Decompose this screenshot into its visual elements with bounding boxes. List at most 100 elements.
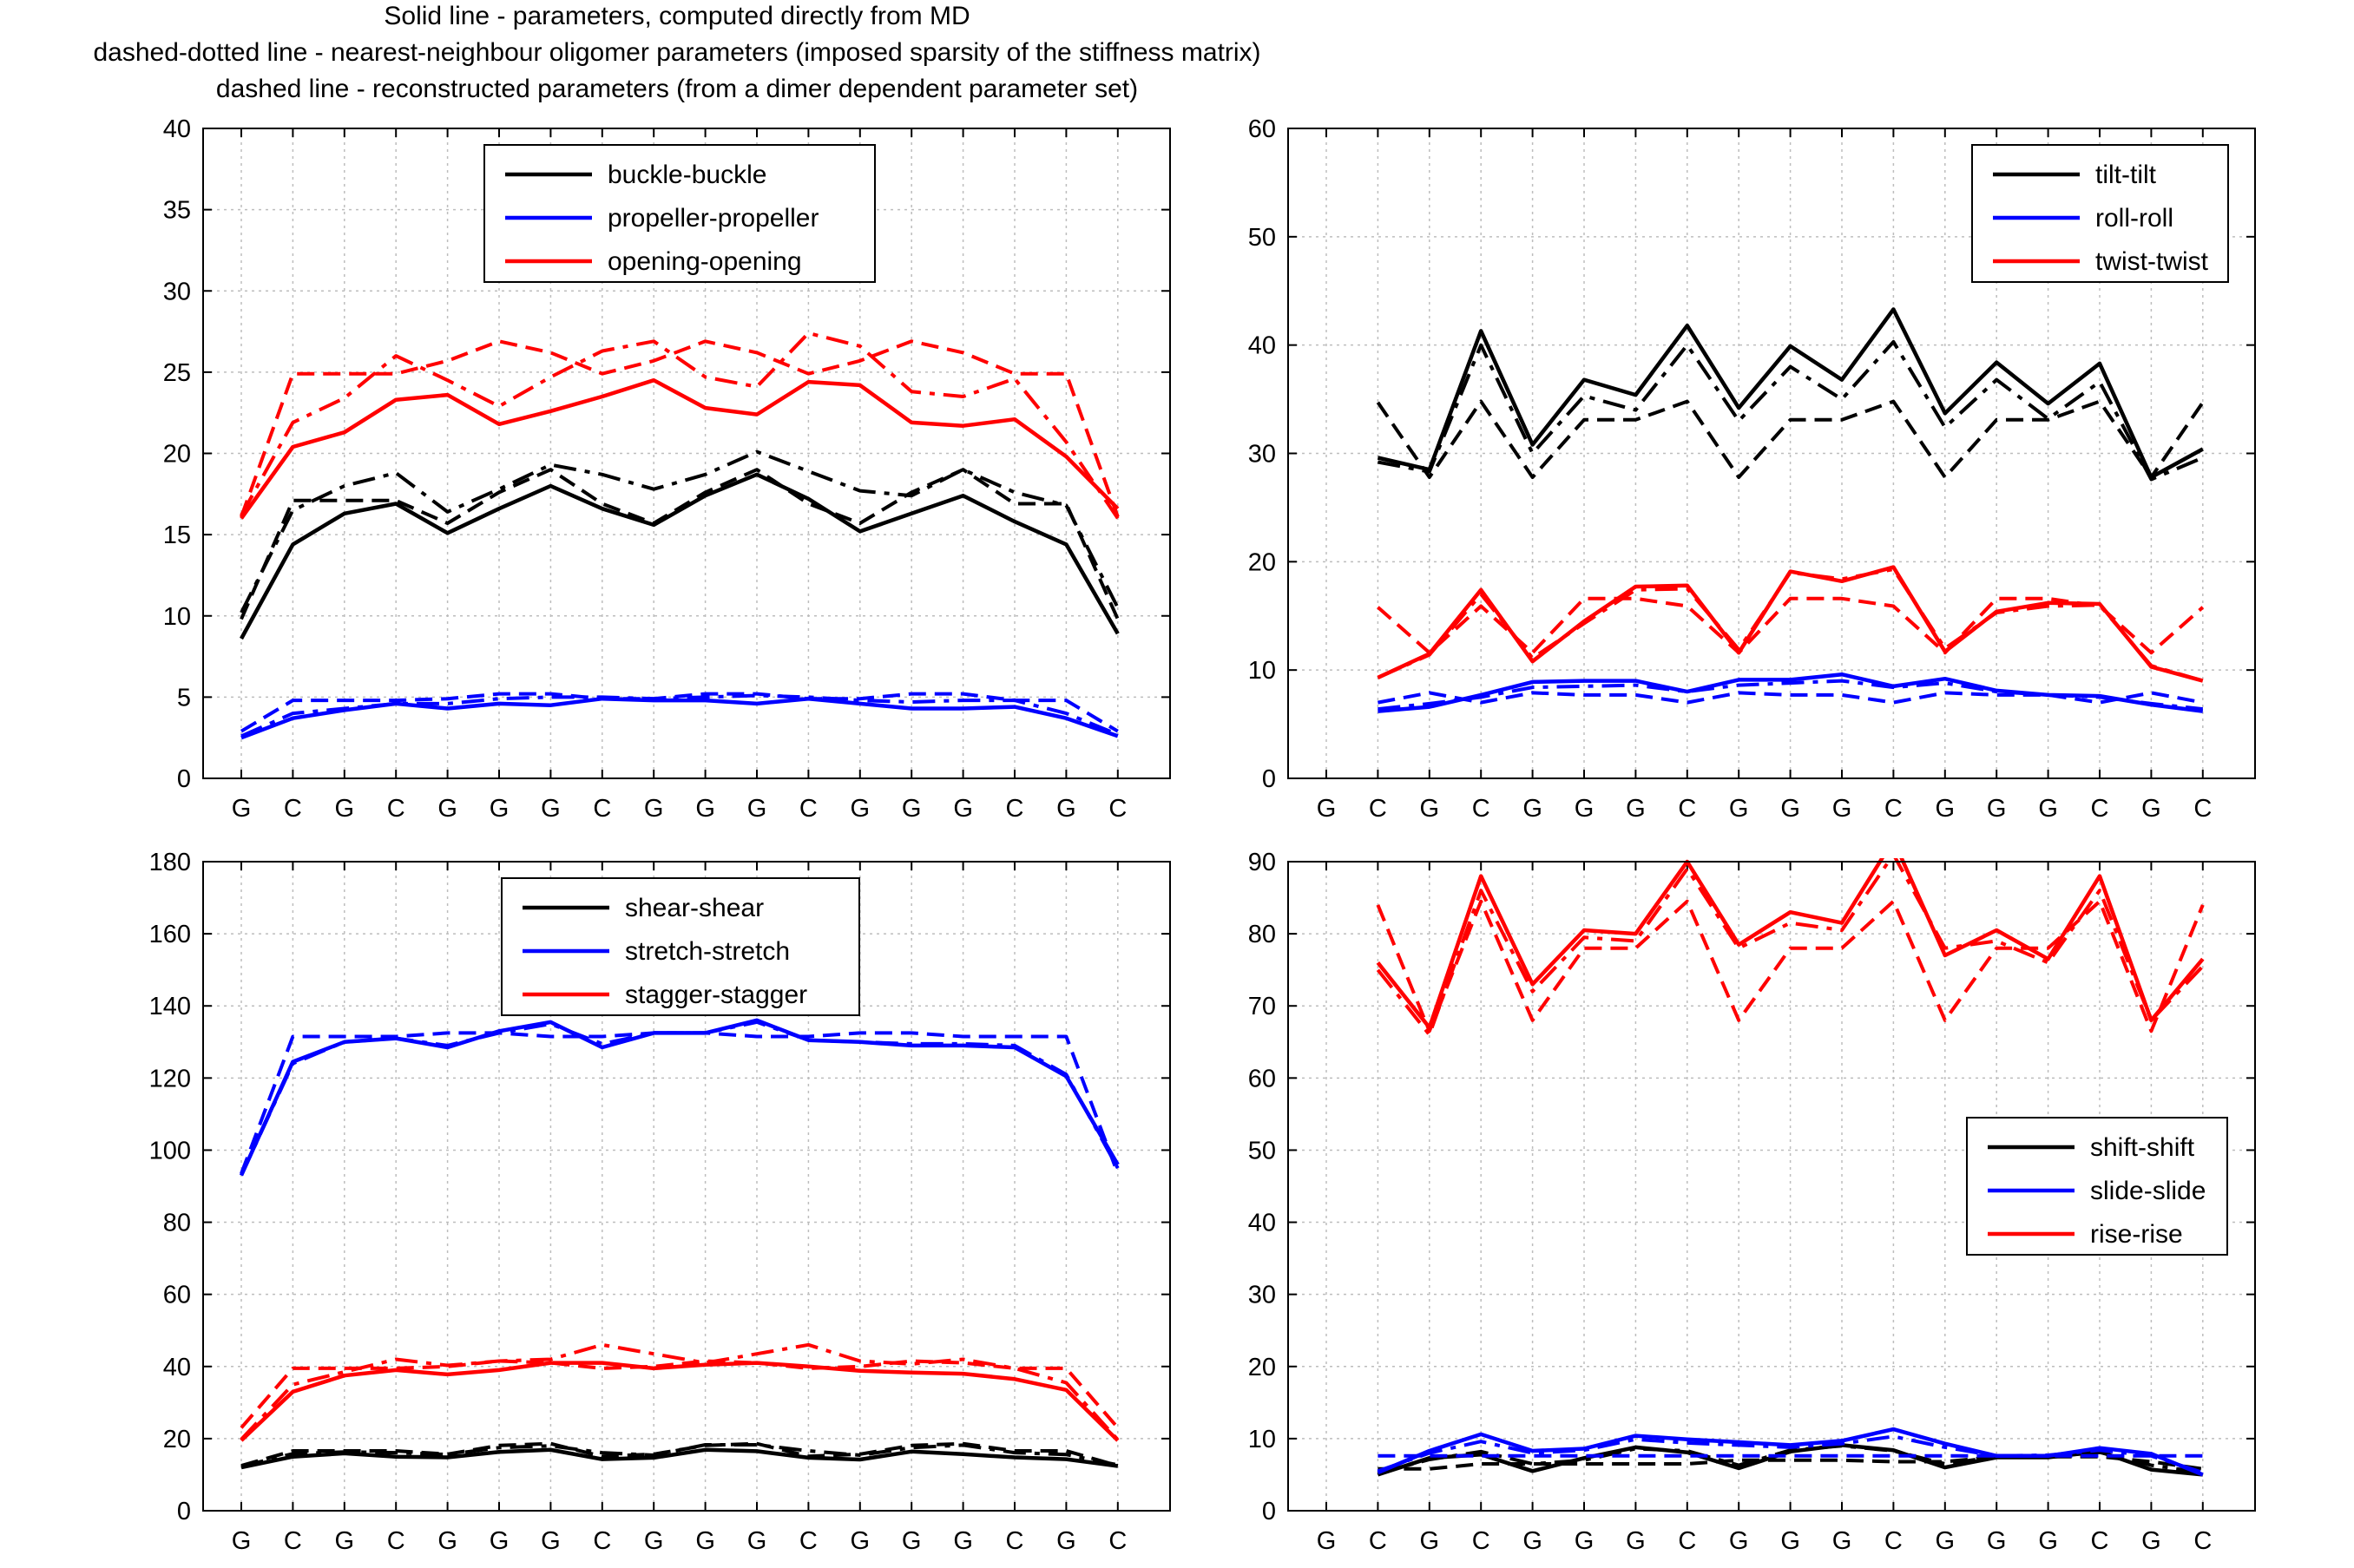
x-tick-label: G (902, 1527, 922, 1555)
y-tick-label: 80 (1248, 921, 1276, 948)
x-tick-label: G (1780, 1527, 1800, 1555)
caption-line-3: dashed line - reconstructed parameters (… (215, 75, 1139, 103)
legend-box (1971, 144, 2229, 283)
y-tick-label: 40 (1248, 332, 1276, 360)
x-tick-label: G (747, 795, 767, 823)
axes-frame (1287, 128, 2256, 779)
y-tick-label: 15 (163, 522, 191, 549)
x-tick-label: C (1472, 795, 1490, 823)
x-tick-label: C (1884, 795, 1903, 823)
x-tick-label: G (1420, 1527, 1440, 1555)
legend-box (483, 144, 876, 283)
x-tick-label: G (490, 1527, 510, 1555)
x-tick-label: C (1006, 1527, 1024, 1555)
y-tick-label: 50 (1248, 224, 1276, 252)
x-tick-label: C (1678, 1527, 1696, 1555)
legend-entry: rise-rise (2090, 1220, 2183, 1249)
x-tick-label: G (2038, 1527, 2058, 1555)
legend: tilt-tilt roll-roll twist-twist (1971, 144, 2229, 283)
x-tick-label: C (593, 795, 611, 823)
x-tick-label: G (1626, 1527, 1646, 1555)
x-tick-label: G (232, 795, 252, 823)
legend-entry: shear-shear (625, 894, 764, 922)
legend-entry: stretch-stretch (625, 937, 790, 966)
x-tick-label: G (1522, 1527, 1542, 1555)
chart-panel-4: 0 10 20 30 40 50 60 70 80 90 G C G C G G G C G G G C G G G C G Cshi… (1248, 849, 2256, 1555)
x-tick-label: G (1056, 1527, 1076, 1555)
series-line-shear-shear-dashdot (240, 1443, 1119, 1468)
legend-entry: buckle-buckle (608, 161, 766, 189)
series-line-stretch-stretch-solid (239, 1018, 1120, 1177)
x-tick-label: C (1006, 795, 1024, 823)
x-tick-label: G (541, 795, 561, 823)
legend: shift-shift slide-slide rise-rise (1966, 1117, 2228, 1256)
series-line-rise-rise-dashdot (1376, 858, 2205, 1037)
x-tick-label: G (1780, 795, 1800, 823)
x-tick-label: G (1575, 795, 1595, 823)
series-group (240, 331, 1120, 740)
x-tick-label: G (1987, 1527, 2007, 1555)
x-tick-label: G (2141, 1527, 2161, 1555)
x-tick-label: G (1317, 1527, 1337, 1555)
x-tick-label: G (1420, 795, 1440, 823)
x-tick-label: C (1472, 1527, 1490, 1555)
series-line-slide-slide-solid (1377, 1427, 2204, 1477)
caption-line-1: Solid line - parameters, computed direct… (384, 2, 970, 30)
x-tick-label: C (1108, 795, 1127, 823)
chart-panel-1: 0 5 10 15 20 25 30 35 40 G C G C G G G C G G G C G G G C G Cbuckle… (163, 115, 1171, 823)
x-tick-label: G (437, 795, 457, 823)
x-tick-label: C (1108, 1527, 1127, 1555)
series-line-opening-opening-dashed (240, 339, 1120, 518)
legend-entry: opening-opening (608, 247, 802, 276)
x-tick-label: G (1936, 1527, 1956, 1555)
x-tick-label: G (1729, 795, 1749, 823)
series-line-rise-rise-dashed (1376, 899, 2205, 1033)
y-tick-label: 60 (1248, 115, 1276, 143)
y-tick-label: 160 (149, 921, 191, 948)
y-tick-label: 140 (149, 993, 191, 1020)
y-tick-label: 25 (163, 359, 191, 387)
y-tick-label: 100 (149, 1137, 191, 1165)
x-tick-label: C (799, 795, 818, 823)
y-tick-label: 10 (1248, 657, 1276, 685)
x-tick-label: G (695, 1527, 715, 1555)
y-tick-label: 20 (1248, 1354, 1276, 1381)
axes-frame (1287, 861, 2256, 1512)
axes-frame (202, 128, 1171, 779)
x-tick-label: G (437, 1527, 457, 1555)
x-tick-label: G (953, 795, 973, 823)
y-tick-label: 60 (1248, 1065, 1276, 1092)
legend: shear-shear stretch-stretch stagger-stagge… (501, 877, 860, 1016)
legend: buckle-buckle propeller-propeller opening-… (483, 144, 876, 283)
y-tick-label: 50 (1248, 1137, 1276, 1165)
series-line-opening-opening-dashdot (240, 331, 1120, 520)
series-line-rise-rise-solid (1376, 858, 2205, 1030)
legend-entry: propeller-propeller (608, 204, 819, 233)
x-tick-label: G (1056, 795, 1076, 823)
x-tick-label: C (387, 795, 405, 823)
y-tick-label: 20 (163, 1426, 191, 1453)
x-tick-label: C (2091, 795, 2109, 823)
x-tick-label: G (541, 1527, 561, 1555)
series-line-tilt-tilt-dashdot (1378, 339, 2204, 482)
x-tick-label: G (1317, 795, 1337, 823)
x-tick-label: G (2141, 795, 2161, 823)
y-tick-label: 60 (163, 1282, 191, 1309)
x-tick-label: G (851, 1527, 871, 1555)
x-tick-label: C (2091, 1527, 2109, 1555)
x-tick-label: G (902, 795, 922, 823)
x-tick-label: C (1369, 1527, 1387, 1555)
series-line-propeller-propeller-dashed (240, 692, 1119, 733)
axes-frame (202, 861, 1171, 1512)
x-tick-label: C (1369, 795, 1387, 823)
x-tick-label: G (2038, 795, 2058, 823)
x-tick-label: G (644, 1527, 664, 1555)
y-tick-label: 0 (1262, 1498, 1276, 1525)
x-tick-label: G (490, 795, 510, 823)
series-line-buckle-buckle-dashdot (240, 449, 1120, 613)
series-line-stagger-stagger-solid (240, 1361, 1120, 1442)
legend-box (501, 877, 860, 1016)
series-group (1376, 858, 2205, 1477)
legend-entry: roll-roll (2095, 204, 2173, 233)
legend-entry: shift-shift (2090, 1133, 2195, 1162)
